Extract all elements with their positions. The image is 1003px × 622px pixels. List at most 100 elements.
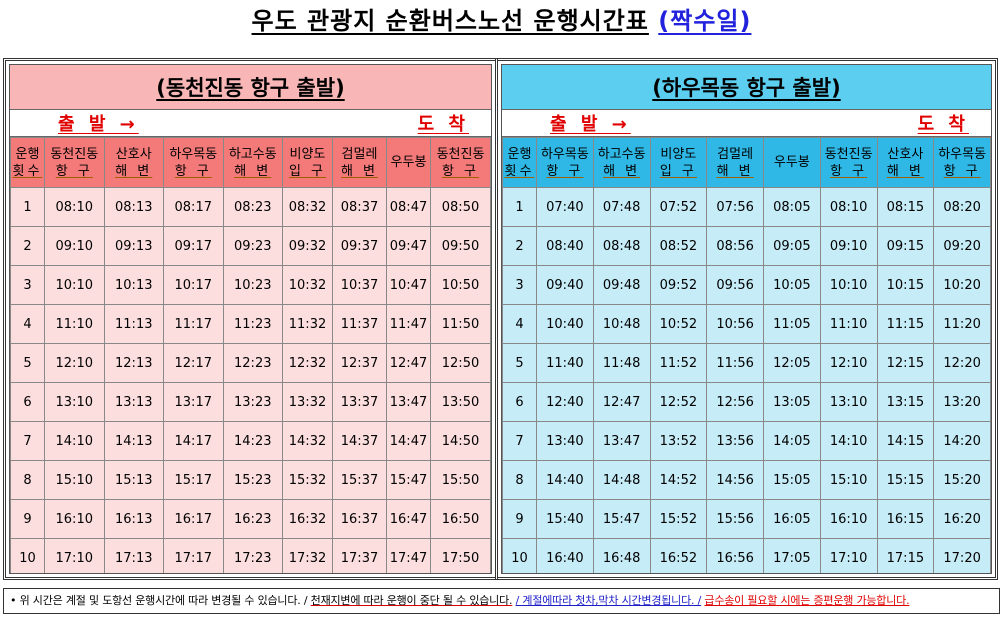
- time-cell: 07:56: [706, 187, 764, 227]
- time-cell: 09:23: [222, 226, 283, 266]
- depart-label: 출 발 →: [58, 114, 139, 135]
- time-cell: 08:17: [163, 187, 224, 227]
- time-cell: 15:10: [819, 460, 878, 500]
- time-cell: 12:52: [649, 382, 708, 422]
- time-cell: 16:23: [222, 499, 283, 539]
- direction-row: 출 발 → 도 착: [502, 110, 991, 137]
- time-cell: 08:10: [819, 187, 878, 227]
- time-cell: 11:40: [536, 343, 594, 383]
- time-cell: 11:10: [44, 304, 105, 344]
- time-cell: 11:37: [332, 304, 387, 344]
- time-cell: 15:10: [44, 460, 105, 500]
- time-cell: 15:50: [430, 460, 491, 500]
- column-header: 하고수동 해 변: [592, 137, 651, 188]
- time-cell: 14:48: [592, 460, 651, 500]
- panel-heading: (하우목동 항구 출발): [502, 65, 991, 110]
- column-header-line2: 항 구: [174, 163, 212, 179]
- time-cell: 09:32: [282, 226, 333, 266]
- time-cell: 14:40: [536, 460, 594, 500]
- time-cell: 08:40: [536, 226, 594, 266]
- table-row: 3 09:40 09:48 09:52 09:56 10:05 10:10 10:15 10:2…: [502, 265, 991, 305]
- column-header-line1: 비양도: [289, 146, 326, 162]
- header-row: 운행 횟수 하우목동 항 구 하고수동 해 변 비양도 입 구 검멀레 해 변 우두봉 동천진동 항 구…: [502, 137, 991, 188]
- column-header: 하고수동 해 변: [222, 137, 283, 188]
- column-header: 동천진동 항 구: [819, 137, 878, 188]
- table-row: 8 15:10 15:13 15:17 15:23 15:32 15:37 15:47 15:5…: [10, 460, 491, 500]
- time-cell: 08:20: [933, 187, 991, 227]
- notice-text-3: / 계절에따라 첫차,막차 시간변경됩니다. /: [515, 594, 702, 607]
- time-cell: 17:37: [332, 538, 387, 573]
- column-header: 동천진동 항 구: [44, 137, 105, 188]
- time-cell: 15:47: [592, 499, 651, 539]
- time-cell: 08:48: [592, 226, 651, 266]
- time-cell: 17:13: [103, 538, 164, 573]
- column-header-line1: 우두봉: [390, 155, 427, 170]
- time-cell: 07:52: [649, 187, 708, 227]
- time-cell: 14:20: [933, 421, 991, 461]
- time-cell: 10:23: [222, 265, 283, 305]
- time-cell: 16:10: [44, 499, 105, 539]
- table-row: 6 13:10 13:13 13:17 13:23 13:32 13:37 13:47 13:5…: [10, 382, 491, 422]
- time-cell: 10:17: [163, 265, 224, 305]
- table-row: 9 15:40 15:47 15:52 15:56 16:05 16:10 16:15 16:2…: [502, 499, 991, 539]
- time-cell: 10:10: [819, 265, 878, 305]
- time-cell: 13:47: [386, 382, 431, 422]
- column-header-line1: 하우목동: [938, 146, 987, 162]
- column-header-line1: 검멀레: [717, 146, 754, 162]
- time-cell: 10:40: [536, 304, 594, 344]
- time-cell: 17:10: [44, 538, 105, 573]
- time-cell: 12:50: [430, 343, 491, 383]
- run-number-cell: 10: [502, 538, 537, 573]
- run-number-cell: 10: [10, 538, 45, 573]
- timetable-panel-dongcheonjin: (동천진동 항구 출발) 출 발 → 도 착 운행 횟수 동천진동 항 구 산호사 해 변…: [3, 58, 498, 580]
- table-row: 2 09:10 09:13 09:17 09:23 09:32 09:37 09:47 09:5…: [10, 226, 491, 266]
- time-cell: 13:47: [592, 421, 651, 461]
- table-row: 1 07:40 07:48 07:52 07:56 08:05 08:10 08:15 08:2…: [502, 187, 991, 227]
- time-cell: 12:15: [876, 343, 935, 383]
- time-cell: 13:17: [163, 382, 224, 422]
- time-cell: 10:56: [706, 304, 764, 344]
- time-cell: 13:40: [536, 421, 594, 461]
- time-cell: 11:17: [163, 304, 224, 344]
- time-cell: 14:37: [332, 421, 387, 461]
- run-number-cell: 4: [10, 304, 45, 344]
- column-header-line2: 해 변: [886, 163, 924, 179]
- time-cell: 16:13: [103, 499, 164, 539]
- column-header: 우두봉: [763, 137, 821, 188]
- time-cell: 14:52: [649, 460, 708, 500]
- time-cell: 14:13: [103, 421, 164, 461]
- column-header-line1: 하우목동: [540, 146, 589, 162]
- time-cell: 14:32: [282, 421, 333, 461]
- time-cell: 15:52: [649, 499, 708, 539]
- column-header-line2: 항 구: [441, 163, 480, 179]
- column-header-line2: 해 변: [603, 163, 641, 179]
- time-cell: 11:13: [103, 304, 164, 344]
- page-title-main: 우도 관광지 순환버스노선 운행시간표: [251, 7, 649, 35]
- table-row: 1 08:10 08:13 08:17 08:23 08:32 08:37 08:47 08:5…: [10, 187, 491, 227]
- table-row: 3 10:10 10:13 10:17 10:23 10:32 10:37 10:47 10:5…: [10, 265, 491, 305]
- time-cell: 10:52: [649, 304, 708, 344]
- time-cell: 10:20: [933, 265, 991, 305]
- time-cell: 09:17: [163, 226, 224, 266]
- time-cell: 16:15: [876, 499, 935, 539]
- time-cell: 13:20: [933, 382, 991, 422]
- page-title: 우도 관광지 순환버스노선 운행시간표 (짝수일): [0, 4, 1003, 44]
- run-number-cell: 3: [502, 265, 537, 305]
- table-row: 7 14:10 14:13 14:17 14:23 14:32 14:37 14:47 14:5…: [10, 421, 491, 461]
- time-cell: 12:32: [282, 343, 333, 383]
- time-cell: 10:05: [763, 265, 821, 305]
- time-cell: 11:15: [876, 304, 935, 344]
- time-cell: 17:05: [763, 538, 821, 573]
- column-header-line2: 입 구: [659, 163, 697, 179]
- table-row: 7 13:40 13:47 13:52 13:56 14:05 14:10 14:15 14:2…: [502, 421, 991, 461]
- time-cell: 12:23: [222, 343, 283, 383]
- time-cell: 11:20: [933, 304, 991, 344]
- time-cell: 15:13: [103, 460, 164, 500]
- timetable: 운행 횟수 동천진동 항 구 산호사 해 변 하우목동 항 구 하고수동 해 변 비양도 입 구 검멀레…: [10, 137, 491, 573]
- run-number-cell: 2: [10, 226, 45, 266]
- time-cell: 12:47: [592, 382, 651, 422]
- time-cell: 10:48: [592, 304, 651, 344]
- time-cell: 15:20: [933, 460, 991, 500]
- time-cell: 12:10: [819, 343, 878, 383]
- time-cell: 13:13: [103, 382, 164, 422]
